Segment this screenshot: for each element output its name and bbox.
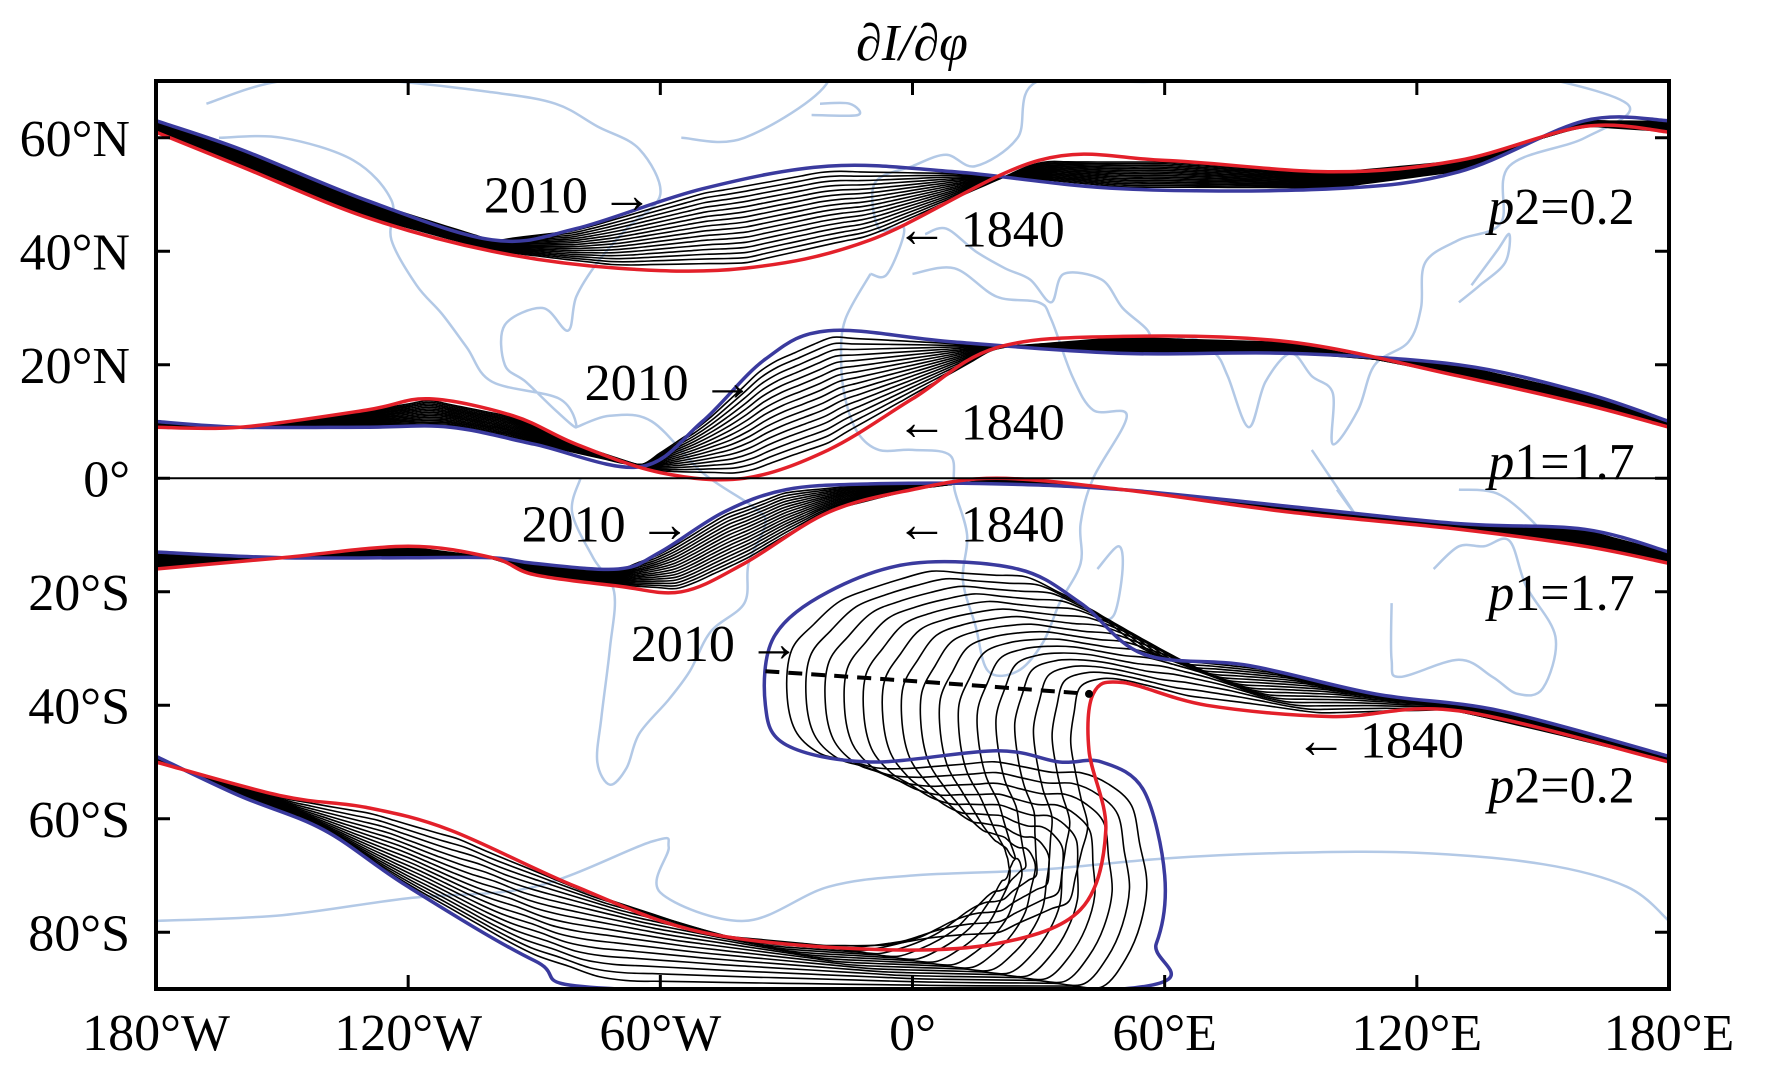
param-name: p	[1484, 565, 1514, 622]
year-label-2: 2010 →	[585, 355, 754, 412]
contour-3-intermediate-7	[156, 615, 1669, 972]
year-label-7: ← 1840	[1295, 712, 1464, 769]
param-value: 1=1.7	[1514, 434, 1634, 491]
x-tick-label-0: 180°W	[82, 1005, 230, 1062]
drift-path-end	[1085, 689, 1094, 698]
contour-3-intermediate-8	[156, 623, 1669, 969]
param-name: p	[1484, 758, 1514, 815]
contour-3-intermediate-3	[156, 585, 1669, 984]
axis-ticks: 180°W 120°W 60°W 0° 60°E 120°E 180°E 60°N 40°N 20…	[20, 81, 1735, 1062]
y-tick-label-1: 40°N	[20, 224, 130, 281]
x-tick-label-5: 120°E	[1352, 1005, 1483, 1062]
contour-param-label-3: p2=0.2	[1484, 758, 1634, 815]
y-tick-label-2: 20°N	[20, 338, 130, 395]
contour-3-1840-line	[156, 680, 1669, 952]
y-tick-label-6: 60°S	[28, 792, 130, 849]
coastline-6	[1096, 545, 1125, 622]
param-value: 1=1.7	[1514, 565, 1634, 622]
y-tick-label-5: 40°S	[28, 678, 130, 735]
year-label-4: 2010 →	[522, 497, 691, 554]
contour-param-label-0: p2=0.2	[1484, 179, 1634, 236]
contour-0-intermediate-11	[156, 123, 1669, 252]
y-tick-label-3: 0°	[83, 451, 130, 508]
contour-0-intermediate-5	[156, 121, 1669, 245]
contour-3-intermediate-4	[156, 593, 1669, 981]
contour-2-2010-line	[156, 481, 1669, 572]
drift-path	[765, 669, 1090, 696]
contour-2-1840-line	[156, 476, 1669, 595]
year-label-6: 2010 →	[631, 616, 800, 673]
chart-title: ∂I/∂φ	[856, 15, 968, 72]
coastline-8	[811, 101, 862, 118]
contour-param-label-2: p1=1.7	[1484, 565, 1634, 622]
coastline-4	[1389, 537, 1558, 697]
y-tick-label-4: 20°S	[28, 565, 130, 622]
coastline-3	[839, 266, 1129, 678]
year-label-0: 2010 →	[484, 168, 653, 225]
contour-3-intermediate-9	[156, 630, 1669, 966]
contour-3-intermediate-13	[156, 658, 1669, 955]
coastline-2	[870, 81, 1632, 446]
year-label-3: ← 1840	[896, 395, 1065, 452]
coastline-9	[1458, 232, 1512, 304]
contour-3-intermediate-11	[156, 645, 1669, 961]
x-tick-label-2: 60°W	[599, 1005, 721, 1062]
year-label-5: ← 1840	[896, 497, 1065, 554]
x-tick-label-3: 0°	[889, 1005, 936, 1062]
param-value: 2=0.2	[1514, 179, 1634, 236]
coastline-layer	[156, 81, 1669, 923]
contour-0-1840-line	[156, 123, 1669, 273]
extras-layer	[156, 477, 1669, 698]
contour-0-intermediate-7	[156, 122, 1669, 246]
contour-layer	[156, 115, 1669, 989]
x-tick-label-4: 60°E	[1112, 1005, 1217, 1062]
contour-3-intermediate-15	[156, 671, 1669, 949]
contour-3-intermediate-12	[156, 652, 1669, 958]
contour-3-intermediate-2	[156, 577, 1669, 987]
contour-3-intermediate-14	[156, 665, 1669, 952]
param-value: 2=0.2	[1514, 758, 1634, 815]
y-tick-label-7: 80°S	[28, 905, 130, 962]
contour-0-intermediate-9	[156, 122, 1669, 248]
contour-3-intermediate-10	[156, 638, 1669, 964]
coastline-0	[206, 81, 662, 429]
contour-param-label-1: p1=1.7	[1484, 434, 1634, 491]
contour-0-intermediate-16	[156, 125, 1669, 266]
x-tick-label-6: 180°E	[1604, 1005, 1735, 1062]
contour-3-intermediate-5	[156, 600, 1669, 978]
coastline-7	[681, 81, 830, 144]
y-tick-label-0: 60°N	[20, 111, 130, 168]
contour-1-2010-line	[156, 328, 1669, 470]
year-label-1: ← 1840	[896, 202, 1065, 259]
contour-3-2010-line	[156, 559, 1669, 989]
contour-3-intermediate-6	[156, 608, 1669, 975]
param-name: p	[1484, 179, 1514, 236]
param-name: p	[1484, 434, 1514, 491]
contour-0-2010-line	[156, 115, 1669, 244]
contour-1-1840-line	[156, 334, 1669, 482]
x-tick-label-1: 120°W	[334, 1005, 482, 1062]
